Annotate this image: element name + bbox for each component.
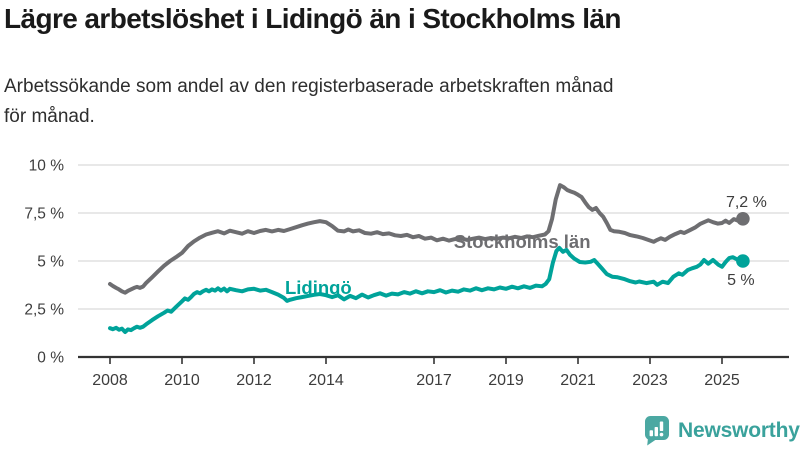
y-axis-label: 10 %: [29, 158, 65, 175]
newsworthy-icon: [645, 416, 669, 446]
end-value-label-lidingo: 5 %: [727, 272, 755, 289]
x-axis-label: 2019: [488, 372, 524, 389]
x-axis-label: 2021: [560, 372, 596, 389]
subtitle-line-1: Arbetssökande som andel av den registerb…: [4, 76, 614, 97]
newsworthy-wordmark: Newsworthy: [678, 419, 800, 442]
series-end-dot-stockholm: [736, 212, 750, 226]
y-axis-label: 2,5 %: [24, 302, 64, 319]
y-axis-label: 0 %: [37, 350, 64, 367]
x-axis-label: 2014: [308, 372, 344, 389]
x-axis-label: 2010: [164, 372, 200, 389]
series-name-label-stockholm: Stockholms län: [454, 231, 591, 252]
series-line-stockholm: [108, 183, 745, 295]
newsworthy-logo[interactable]: Newsworthy: [644, 416, 800, 446]
y-axis-label: 5 %: [37, 254, 64, 271]
series-name-label-lidingo: Lidingö: [285, 277, 352, 298]
chart-subtitle: Arbetssökande som andel av den registerb…: [4, 72, 613, 132]
x-axis-label: 2008: [92, 372, 128, 389]
subtitle-line-2: för månad.: [4, 106, 95, 127]
y-axis-label: 7,5 %: [24, 206, 64, 223]
x-axis-label: 2017: [416, 372, 452, 389]
x-axis-label: 2012: [236, 372, 272, 389]
series-line-lidingo: [108, 245, 745, 334]
page-title: Lägre arbetslöshet i Lidingö än i Stockh…: [4, 3, 621, 34]
series-end-dot-lidingo: [736, 254, 750, 268]
x-axis-label: 2023: [632, 372, 668, 389]
end-value-label-stockholm: 7,2 %: [726, 194, 767, 211]
x-axis-label: 2025: [704, 372, 740, 389]
